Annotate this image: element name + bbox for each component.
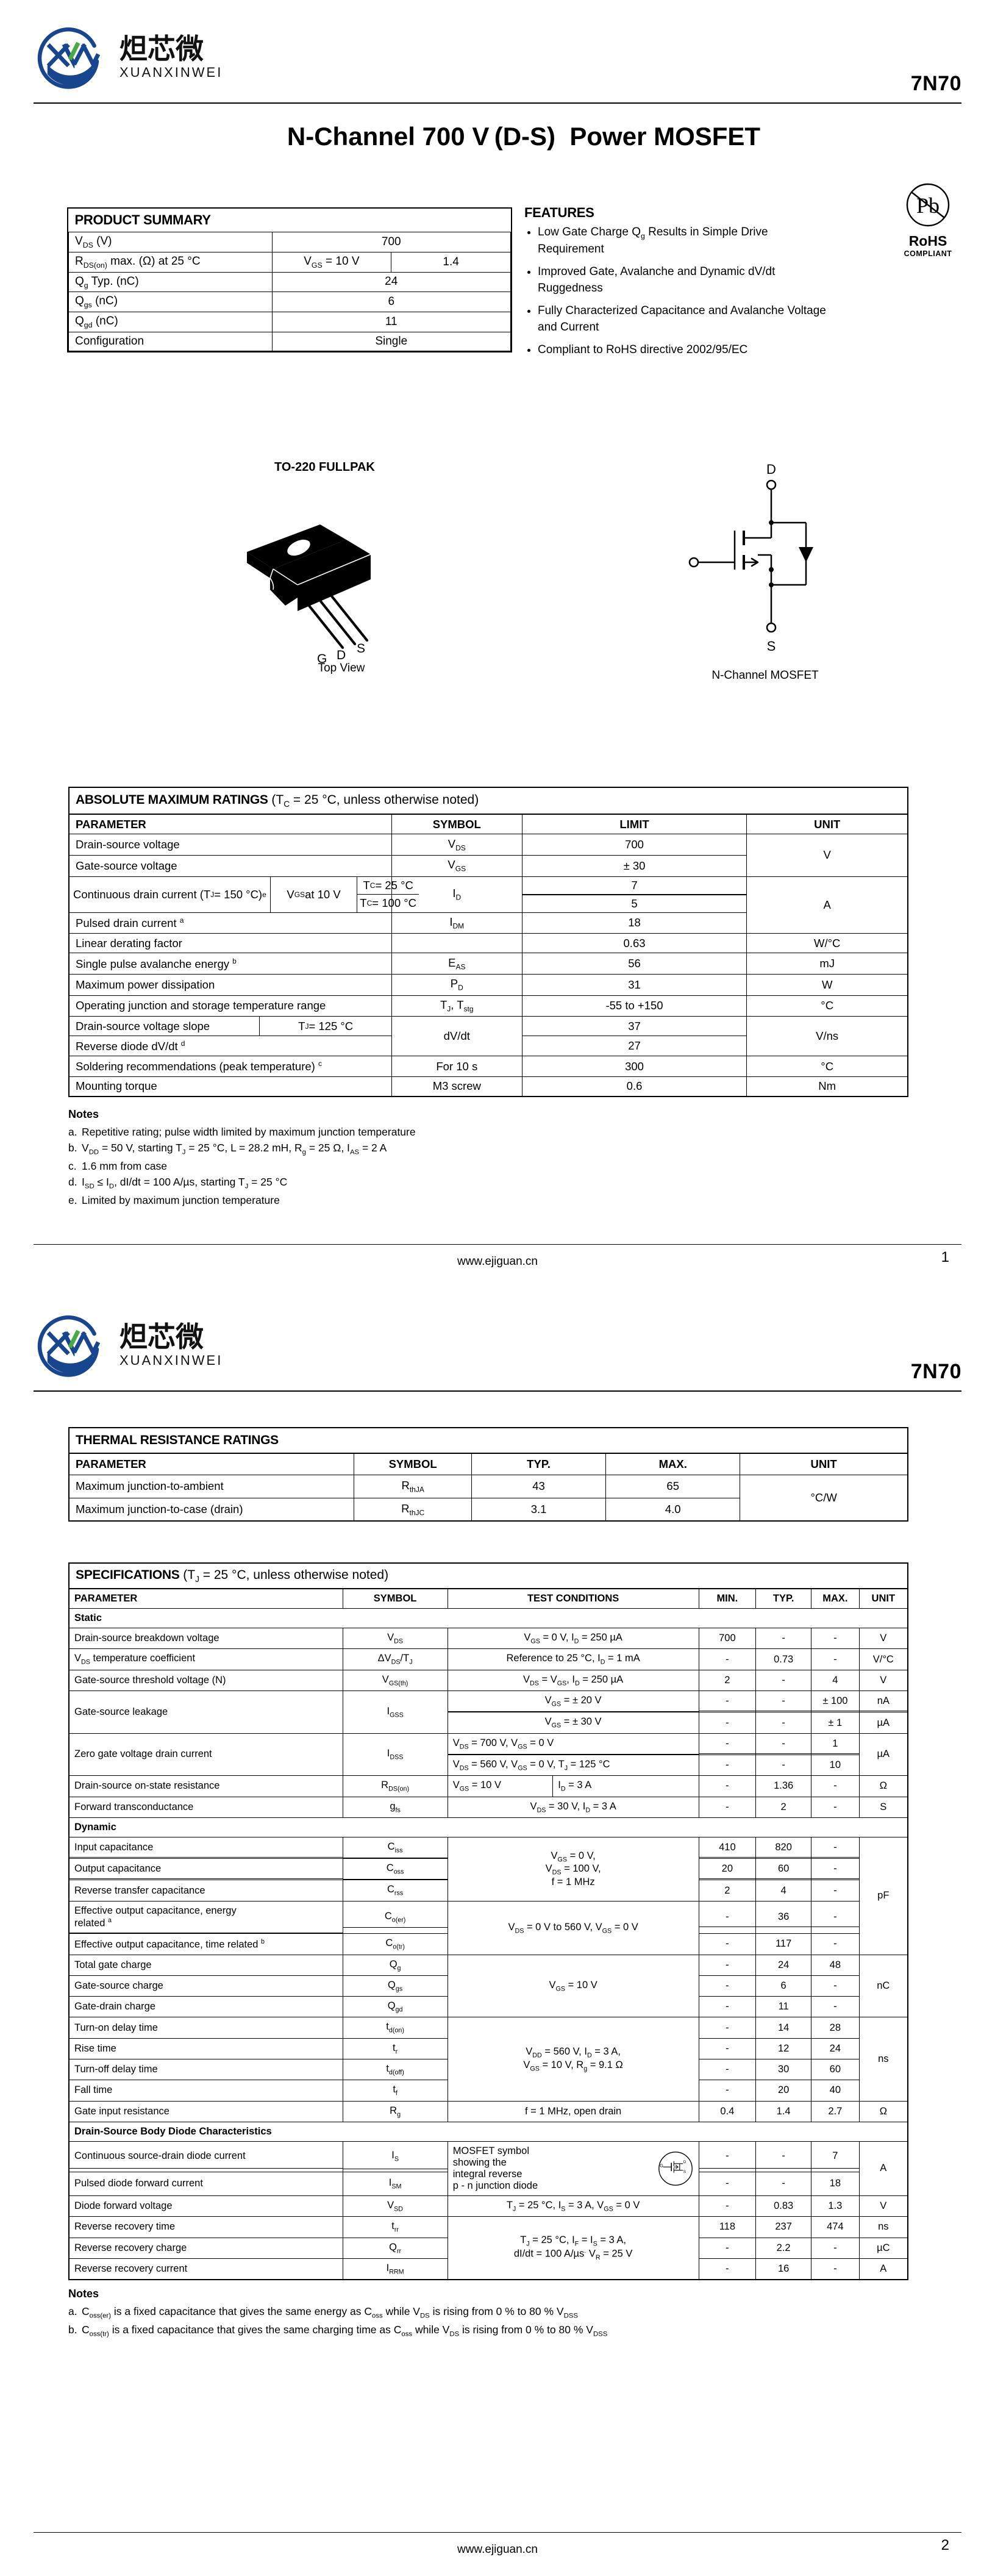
svg-text:炟芯微: 炟芯微 bbox=[119, 1321, 204, 1353]
svg-text:S: S bbox=[357, 642, 365, 656]
svg-text:XUANXINWEI: XUANXINWEI bbox=[119, 65, 223, 80]
svg-text:S: S bbox=[767, 639, 776, 654]
svg-text:XUANXINWEI: XUANXINWEI bbox=[119, 1353, 223, 1368]
svg-text:炟芯微: 炟芯微 bbox=[119, 33, 204, 65]
svg-text:D: D bbox=[766, 462, 776, 477]
svg-text:G: G bbox=[660, 2163, 663, 2168]
svg-text:S: S bbox=[683, 2170, 685, 2174]
svg-text:D: D bbox=[337, 648, 346, 662]
svg-text:Pb: Pb bbox=[916, 193, 940, 218]
svg-text:D: D bbox=[683, 2160, 686, 2164]
